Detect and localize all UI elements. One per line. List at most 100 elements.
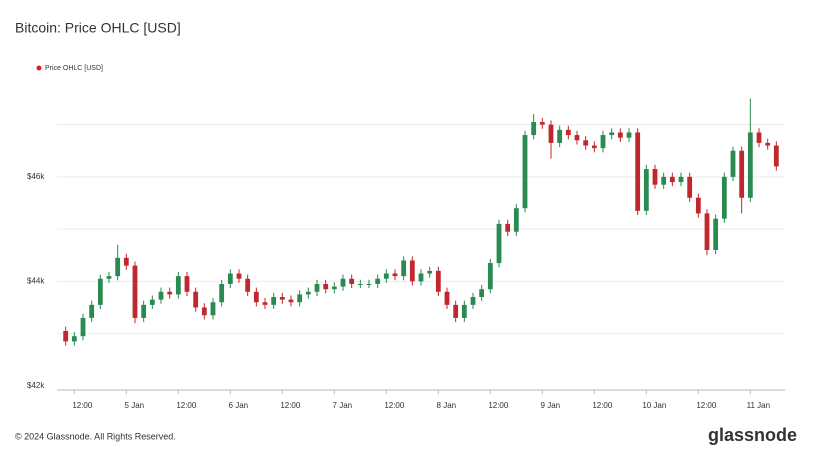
candle-body xyxy=(721,176,727,219)
candle-body xyxy=(583,140,589,146)
candle-body xyxy=(80,317,86,337)
x-tick-label: 8 Jan xyxy=(437,401,457,410)
x-tick-label: 10 Jan xyxy=(642,401,666,410)
plot xyxy=(63,98,779,346)
candle-body xyxy=(591,145,597,149)
candle-body xyxy=(773,145,779,167)
candle-body xyxy=(245,278,251,292)
candle-body xyxy=(123,257,129,266)
legend-marker xyxy=(36,65,42,71)
chart-title: Bitcoin: Price OHLC [USD] xyxy=(15,20,181,36)
candle-body xyxy=(236,273,242,279)
candle-body xyxy=(71,336,77,342)
x-tick-label: 12:00 xyxy=(696,401,717,410)
candle-body xyxy=(643,169,649,211)
x-tick-label: 9 Jan xyxy=(541,401,561,410)
candle-body xyxy=(175,276,181,295)
x-tick-label: 11 Jan xyxy=(747,401,770,410)
candle-body xyxy=(262,302,268,305)
candle-body xyxy=(435,270,441,292)
candle-body xyxy=(479,289,485,298)
candle-body xyxy=(97,278,103,305)
candle-body xyxy=(383,273,389,279)
candle-body xyxy=(331,286,337,290)
candle-body xyxy=(115,257,121,277)
candle-body xyxy=(695,197,701,214)
candle-body xyxy=(314,283,320,292)
y-tick-label: $46k xyxy=(27,172,45,181)
candle-body xyxy=(652,169,658,185)
candle-body xyxy=(669,176,675,183)
x-tick-label: 12:00 xyxy=(592,401,613,410)
candle-body xyxy=(496,223,502,264)
y-tick-label: $42k xyxy=(27,381,45,390)
candle-body xyxy=(444,291,450,305)
candle-body xyxy=(132,265,138,318)
candle-body xyxy=(253,291,259,303)
candle-body xyxy=(713,218,719,250)
x-tick-label: 12:00 xyxy=(176,401,197,410)
candle-body xyxy=(297,294,303,303)
candle-body xyxy=(687,176,693,198)
candle-body xyxy=(349,278,355,284)
brand-logo: glassnode xyxy=(708,425,797,445)
candle-body xyxy=(635,132,641,211)
candle-body xyxy=(765,142,771,146)
candle-body xyxy=(89,304,95,318)
candle-body xyxy=(739,150,745,198)
x-tick-label: 7 Jan xyxy=(333,401,353,410)
candle-body xyxy=(565,129,571,136)
candle-body xyxy=(661,176,667,185)
candle-body xyxy=(427,270,433,274)
candle-body xyxy=(106,276,112,279)
grid xyxy=(57,124,785,335)
candle-body xyxy=(357,283,363,285)
y-tick-label: $44k xyxy=(27,276,45,285)
candle-body xyxy=(730,150,736,177)
candle-body xyxy=(505,223,511,232)
x-tick-label: 12:00 xyxy=(384,401,405,410)
candle-body xyxy=(678,176,684,183)
candle-body xyxy=(201,307,207,316)
candle-body xyxy=(548,124,554,143)
candle-body xyxy=(704,213,710,250)
candle-body xyxy=(453,304,459,318)
x-tick-label: 12:00 xyxy=(280,401,301,410)
candle-body xyxy=(167,291,173,295)
x-tick-label: 6 Jan xyxy=(229,401,249,410)
candle-body xyxy=(193,291,199,308)
candle-body xyxy=(323,283,329,290)
legend-label: Price OHLC [USD] xyxy=(45,65,103,72)
candle-body xyxy=(539,122,545,125)
candle-body xyxy=(401,260,407,277)
candle-body xyxy=(184,276,190,292)
candle-body xyxy=(219,283,225,303)
candle-body xyxy=(227,273,233,284)
candle-body xyxy=(418,273,424,282)
candle-body xyxy=(271,297,277,305)
candle-body xyxy=(617,132,623,138)
candle-body xyxy=(279,297,285,300)
candle-body xyxy=(409,260,415,282)
candle-body xyxy=(210,302,216,316)
x-tick-label: 5 Jan xyxy=(125,401,145,410)
candle-body xyxy=(158,291,164,300)
candle-body xyxy=(470,297,476,305)
x-tick-label: 12:00 xyxy=(488,401,509,410)
candle-body xyxy=(288,299,294,303)
candle-body xyxy=(340,278,346,287)
candle-body xyxy=(141,304,147,318)
candle-body xyxy=(626,132,632,138)
candle-body xyxy=(392,273,398,277)
candle-body xyxy=(366,283,372,285)
candle-body xyxy=(531,122,537,136)
candle-body xyxy=(747,132,753,198)
candle-body xyxy=(513,208,519,232)
footer: © 2024 Glassnode. All Rights Reserved. xyxy=(15,431,176,441)
candle-body xyxy=(149,299,155,305)
candle-body xyxy=(609,132,615,136)
x-tick-label: 12:00 xyxy=(72,401,93,410)
candle-body xyxy=(375,278,381,284)
candle-body xyxy=(305,291,311,295)
